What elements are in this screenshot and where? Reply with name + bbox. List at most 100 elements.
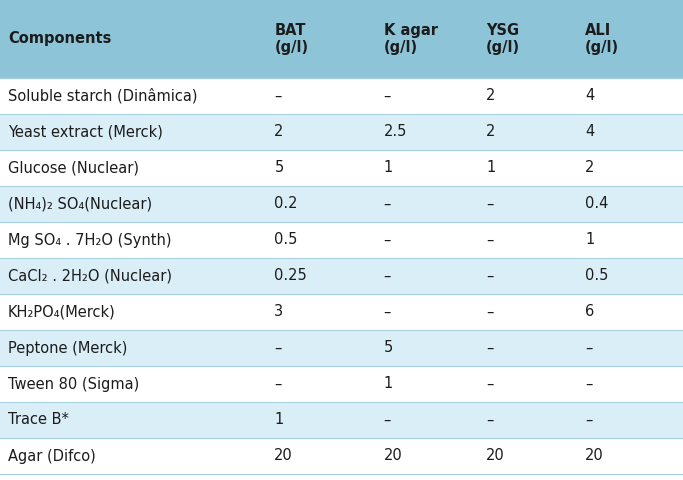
Bar — [0, 0, 266, 78]
Text: –: – — [384, 412, 391, 428]
Bar — [266, 0, 376, 78]
Text: 1: 1 — [275, 412, 283, 428]
Bar — [376, 366, 478, 402]
Bar — [478, 186, 577, 222]
Text: 2.5: 2.5 — [384, 124, 407, 140]
Text: –: – — [486, 340, 494, 356]
Bar — [0, 402, 266, 438]
Text: 2: 2 — [486, 124, 495, 140]
Bar — [478, 258, 577, 294]
Bar — [577, 330, 683, 366]
Text: –: – — [384, 88, 391, 104]
Text: –: – — [585, 376, 593, 392]
Bar — [478, 222, 577, 258]
Text: Peptone (Merck): Peptone (Merck) — [8, 340, 127, 356]
Text: –: – — [384, 232, 391, 248]
Bar — [0, 114, 266, 150]
Bar — [577, 366, 683, 402]
Bar — [266, 438, 376, 474]
Bar — [266, 258, 376, 294]
Bar — [577, 114, 683, 150]
Text: 1: 1 — [384, 376, 393, 392]
Bar — [478, 366, 577, 402]
Text: –: – — [486, 268, 494, 284]
Bar — [376, 330, 478, 366]
Text: –: – — [384, 304, 391, 320]
Bar — [266, 402, 376, 438]
Text: –: – — [585, 340, 593, 356]
Text: 20: 20 — [486, 448, 505, 464]
Text: Trace B*: Trace B* — [8, 412, 69, 428]
Bar — [577, 0, 683, 78]
Text: 0.4: 0.4 — [585, 196, 609, 212]
Bar — [577, 294, 683, 330]
Bar — [376, 0, 478, 78]
Bar — [266, 294, 376, 330]
Bar — [376, 438, 478, 474]
Text: –: – — [384, 268, 391, 284]
Bar — [376, 402, 478, 438]
Bar — [577, 258, 683, 294]
Bar — [266, 114, 376, 150]
Text: 2: 2 — [486, 88, 495, 104]
Text: K agar
(g/l): K agar (g/l) — [384, 23, 438, 55]
Text: 2: 2 — [275, 124, 283, 140]
Text: KH₂PO₄(Merck): KH₂PO₄(Merck) — [8, 304, 115, 320]
Bar — [266, 78, 376, 114]
Text: 0.25: 0.25 — [275, 268, 307, 284]
Bar — [478, 0, 577, 78]
Text: Components: Components — [8, 32, 111, 47]
Bar — [577, 402, 683, 438]
Text: Glucose (Nuclear): Glucose (Nuclear) — [8, 160, 139, 176]
Text: 0.5: 0.5 — [275, 232, 298, 248]
Text: 1: 1 — [384, 160, 393, 176]
Bar — [0, 258, 266, 294]
Bar — [376, 258, 478, 294]
Bar — [376, 222, 478, 258]
Text: 4: 4 — [585, 124, 594, 140]
Bar — [478, 150, 577, 186]
Text: –: – — [486, 412, 494, 428]
Bar — [376, 186, 478, 222]
Bar — [577, 222, 683, 258]
Text: BAT
(g/l): BAT (g/l) — [275, 23, 309, 55]
Text: ALI
(g/l): ALI (g/l) — [585, 23, 619, 55]
Bar — [0, 150, 266, 186]
Bar — [0, 366, 266, 402]
Bar — [266, 366, 376, 402]
Text: 20: 20 — [585, 448, 604, 464]
Bar — [0, 78, 266, 114]
Text: –: – — [486, 196, 494, 212]
Text: 3: 3 — [275, 304, 283, 320]
Bar — [0, 438, 266, 474]
Bar — [266, 222, 376, 258]
Text: –: – — [275, 88, 282, 104]
Text: 20: 20 — [384, 448, 402, 464]
Text: Soluble starch (Dinâmica): Soluble starch (Dinâmica) — [8, 88, 197, 104]
Text: 0.5: 0.5 — [585, 268, 609, 284]
Text: 5: 5 — [384, 340, 393, 356]
Text: –: – — [486, 232, 494, 248]
Text: Mg SO₄ . 7H₂O (Synth): Mg SO₄ . 7H₂O (Synth) — [8, 232, 171, 248]
Text: –: – — [275, 376, 282, 392]
Text: –: – — [384, 196, 391, 212]
Bar — [266, 330, 376, 366]
Text: –: – — [486, 304, 494, 320]
Bar — [0, 330, 266, 366]
Bar — [266, 186, 376, 222]
Bar — [478, 114, 577, 150]
Text: 2: 2 — [585, 160, 594, 176]
Text: Yeast extract (Merck): Yeast extract (Merck) — [8, 124, 163, 140]
Bar — [478, 78, 577, 114]
Text: 0.2: 0.2 — [275, 196, 298, 212]
Bar — [0, 186, 266, 222]
Bar — [577, 78, 683, 114]
Text: –: – — [585, 412, 593, 428]
Bar — [577, 438, 683, 474]
Text: 1: 1 — [486, 160, 495, 176]
Text: 1: 1 — [585, 232, 594, 248]
Bar — [376, 294, 478, 330]
Text: 5: 5 — [275, 160, 283, 176]
Text: Tween 80 (Sigma): Tween 80 (Sigma) — [8, 376, 139, 392]
Text: 6: 6 — [585, 304, 594, 320]
